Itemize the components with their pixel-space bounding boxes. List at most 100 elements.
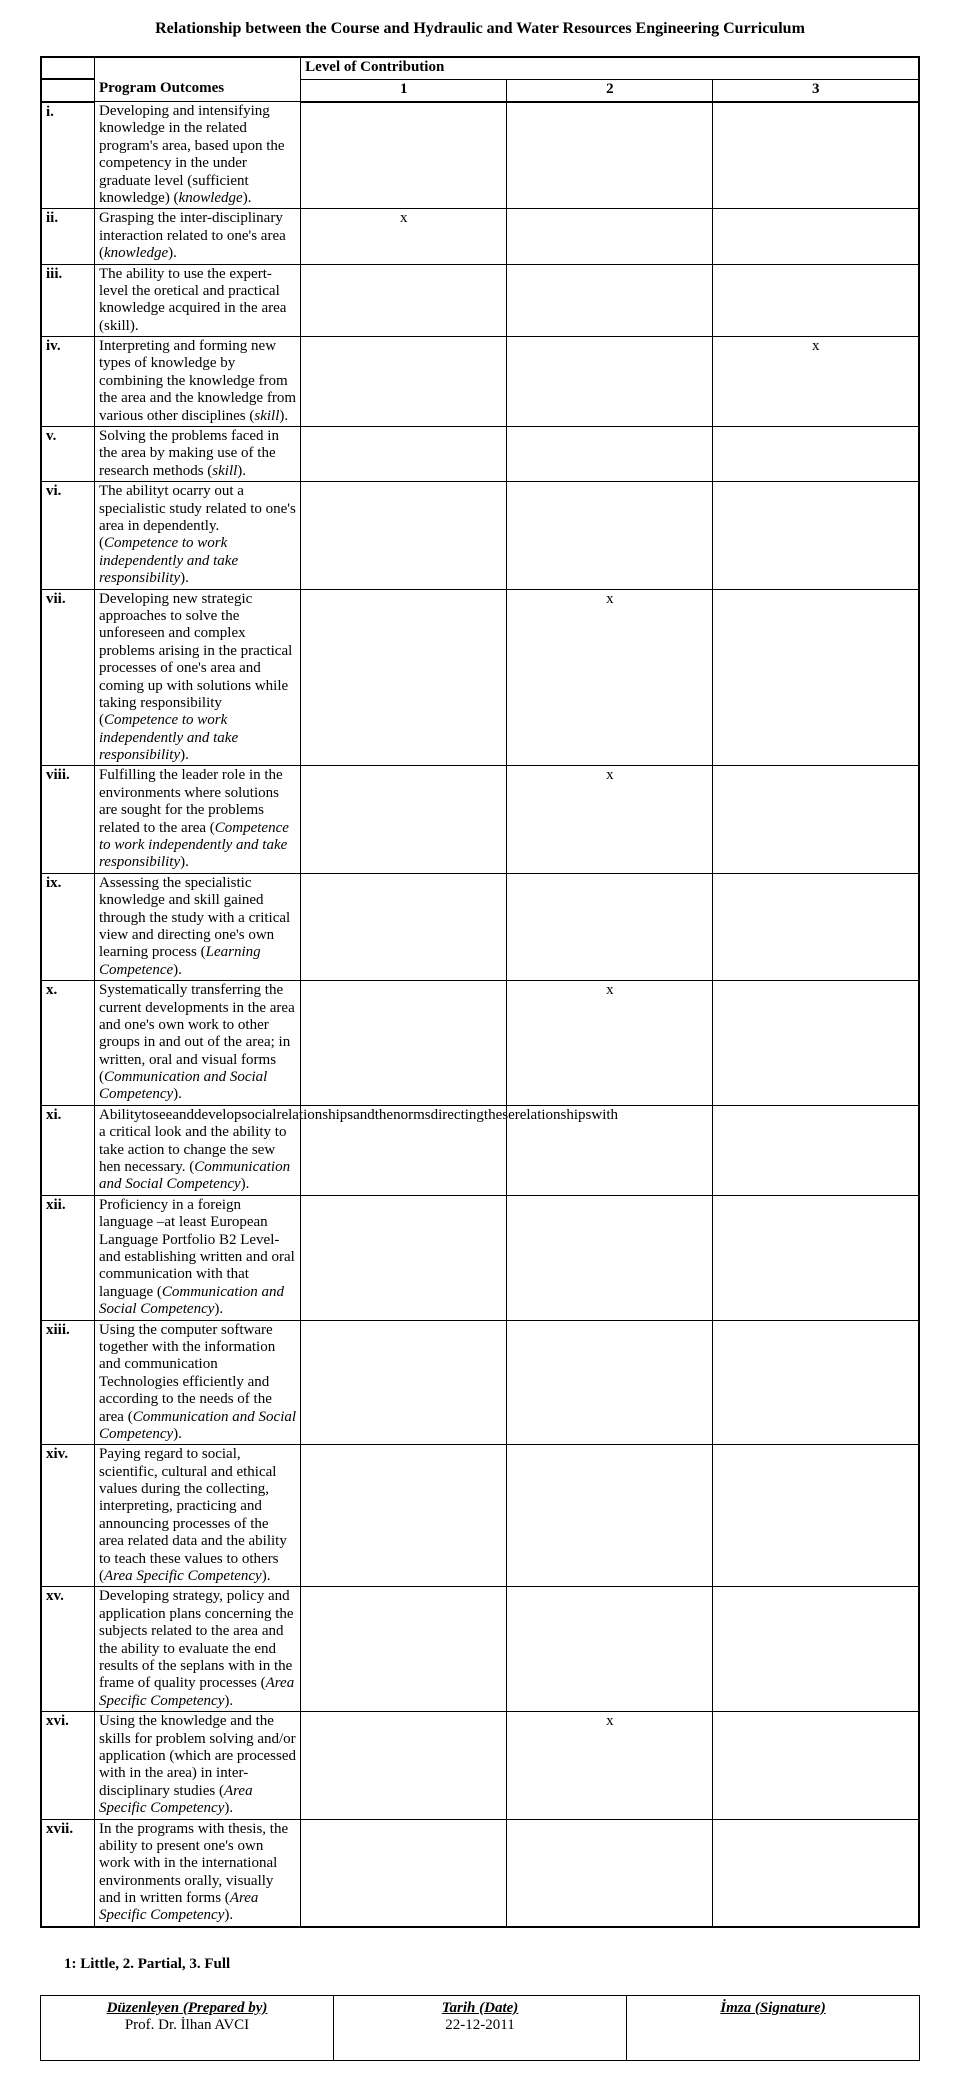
row-number: xii. <box>41 1195 95 1320</box>
row-level-1 <box>301 1587 507 1712</box>
row-level-3 <box>713 264 919 337</box>
row-level-3 <box>713 102 919 209</box>
row-level-2 <box>507 337 713 427</box>
row-description: Using the knowledge and the skills for p… <box>95 1712 301 1819</box>
table-row: xi.Abilitytoseeanddevelopsocialrelations… <box>41 1105 919 1195</box>
row-level-2: x <box>507 589 713 766</box>
row-level-1 <box>301 337 507 427</box>
row-level-2 <box>507 209 713 264</box>
row-description: Interpreting and forming new types of kn… <box>95 337 301 427</box>
row-description: Solving the problems faced in the area b… <box>95 427 301 482</box>
row-level-1 <box>301 1195 507 1320</box>
row-number: vi. <box>41 482 95 589</box>
row-level-2: x <box>507 981 713 1106</box>
row-level-1 <box>301 482 507 589</box>
header-blank <box>41 57 95 79</box>
row-level-3 <box>713 427 919 482</box>
outcomes-table: Program Outcomes Level of Contribution 1… <box>40 56 920 1928</box>
row-level-3: x <box>713 337 919 427</box>
prepared-by-value: Prof. Dr. İlhan AVCI <box>125 2017 249 2033</box>
table-row: xv.Developing strategy, policy and appli… <box>41 1587 919 1712</box>
row-level-3 <box>713 589 919 766</box>
row-level-2 <box>507 1445 713 1587</box>
row-number: iii. <box>41 264 95 337</box>
row-number: i. <box>41 102 95 209</box>
row-level-3 <box>713 766 919 873</box>
row-description: Using the computer software together wit… <box>95 1320 301 1445</box>
row-level-1: x <box>301 209 507 264</box>
row-level-2 <box>507 1819 713 1927</box>
header-blank2 <box>41 79 95 101</box>
row-description: Systematically transferring the current … <box>95 981 301 1106</box>
table-row: i.Developing and intensifying knowledge … <box>41 102 919 209</box>
row-level-3 <box>713 482 919 589</box>
row-level-3 <box>713 1819 919 1927</box>
row-description: Developing and intensifying knowledge in… <box>95 102 301 209</box>
row-level-1 <box>301 873 507 980</box>
header-col-3: 3 <box>713 79 919 101</box>
row-description: Paying regard to social, scientific, cul… <box>95 1445 301 1587</box>
row-number: xvii. <box>41 1819 95 1927</box>
table-row: xii.Proficiency in a foreign language –a… <box>41 1195 919 1320</box>
row-description: Proficiency in a foreign language –at le… <box>95 1195 301 1320</box>
row-level-3 <box>713 1320 919 1445</box>
row-level-3 <box>713 1587 919 1712</box>
row-level-2: x <box>507 1712 713 1819</box>
row-number: xv. <box>41 1587 95 1712</box>
header-level-contribution: Level of Contribution <box>301 57 919 79</box>
table-row: ii.Grasping the inter-disciplinary inter… <box>41 209 919 264</box>
row-description: Grasping the inter-disciplinary interact… <box>95 209 301 264</box>
date-label: Tarih (Date) <box>442 2000 519 2016</box>
row-number: v. <box>41 427 95 482</box>
row-description: Developing strategy, policy and applicat… <box>95 1587 301 1712</box>
table-row: v.Solving the problems faced in the area… <box>41 427 919 482</box>
row-level-3 <box>713 981 919 1106</box>
table-row: iv.Interpreting and forming new types of… <box>41 337 919 427</box>
row-description: The abilityt ocarry out a specialistic s… <box>95 482 301 589</box>
row-level-2: x <box>507 766 713 873</box>
date-cell: Tarih (Date) 22-12-2011 <box>334 1995 627 2060</box>
row-level-1 <box>301 427 507 482</box>
row-level-3 <box>713 1195 919 1320</box>
signature-table: Düzenleyen (Prepared by) Prof. Dr. İlhan… <box>40 1995 920 2061</box>
row-level-1 <box>301 1320 507 1445</box>
row-number: xvi. <box>41 1712 95 1819</box>
row-level-3 <box>713 209 919 264</box>
legend-text: 1: Little, 2. Partial, 3. Full <box>64 1956 920 1973</box>
row-level-2 <box>507 482 713 589</box>
row-level-2 <box>507 873 713 980</box>
table-row: ix.Assessing the specialistic knowledge … <box>41 873 919 980</box>
row-number: ii. <box>41 209 95 264</box>
row-level-2 <box>507 264 713 337</box>
row-level-1 <box>301 981 507 1106</box>
row-level-1 <box>301 102 507 209</box>
signature-label: İmza (Signature) <box>720 2000 825 2016</box>
row-level-1 <box>301 1445 507 1587</box>
row-level-1 <box>301 264 507 337</box>
row-level-2 <box>507 1587 713 1712</box>
table-row: viii.Fulfilling the leader role in the e… <box>41 766 919 873</box>
row-level-2 <box>507 1320 713 1445</box>
row-level-2 <box>507 427 713 482</box>
prepared-by-cell: Düzenleyen (Prepared by) Prof. Dr. İlhan… <box>41 1995 334 2060</box>
row-level-3 <box>713 1712 919 1819</box>
row-number: xi. <box>41 1105 95 1195</box>
row-level-1 <box>301 1712 507 1819</box>
row-level-1 <box>301 1819 507 1927</box>
row-number: x. <box>41 981 95 1106</box>
header-col-2: 2 <box>507 79 713 101</box>
row-level-2 <box>507 102 713 209</box>
row-description: In the programs with thesis, the ability… <box>95 1819 301 1927</box>
table-row: xvii.In the programs with thesis, the ab… <box>41 1819 919 1927</box>
row-description: Assessing the specialistic knowledge and… <box>95 873 301 980</box>
row-number: xiii. <box>41 1320 95 1445</box>
table-row: xvi.Using the knowledge and the skills f… <box>41 1712 919 1819</box>
row-level-2 <box>507 1195 713 1320</box>
prepared-by-label: Düzenleyen (Prepared by) <box>107 2000 268 2016</box>
table-row: iii.The ability to use the expert-level … <box>41 264 919 337</box>
table-row: xiv.Paying regard to social, scientific,… <box>41 1445 919 1587</box>
row-description: The ability to use the expert-level the … <box>95 264 301 337</box>
row-number: ix. <box>41 873 95 980</box>
row-number: iv. <box>41 337 95 427</box>
row-number: xiv. <box>41 1445 95 1587</box>
